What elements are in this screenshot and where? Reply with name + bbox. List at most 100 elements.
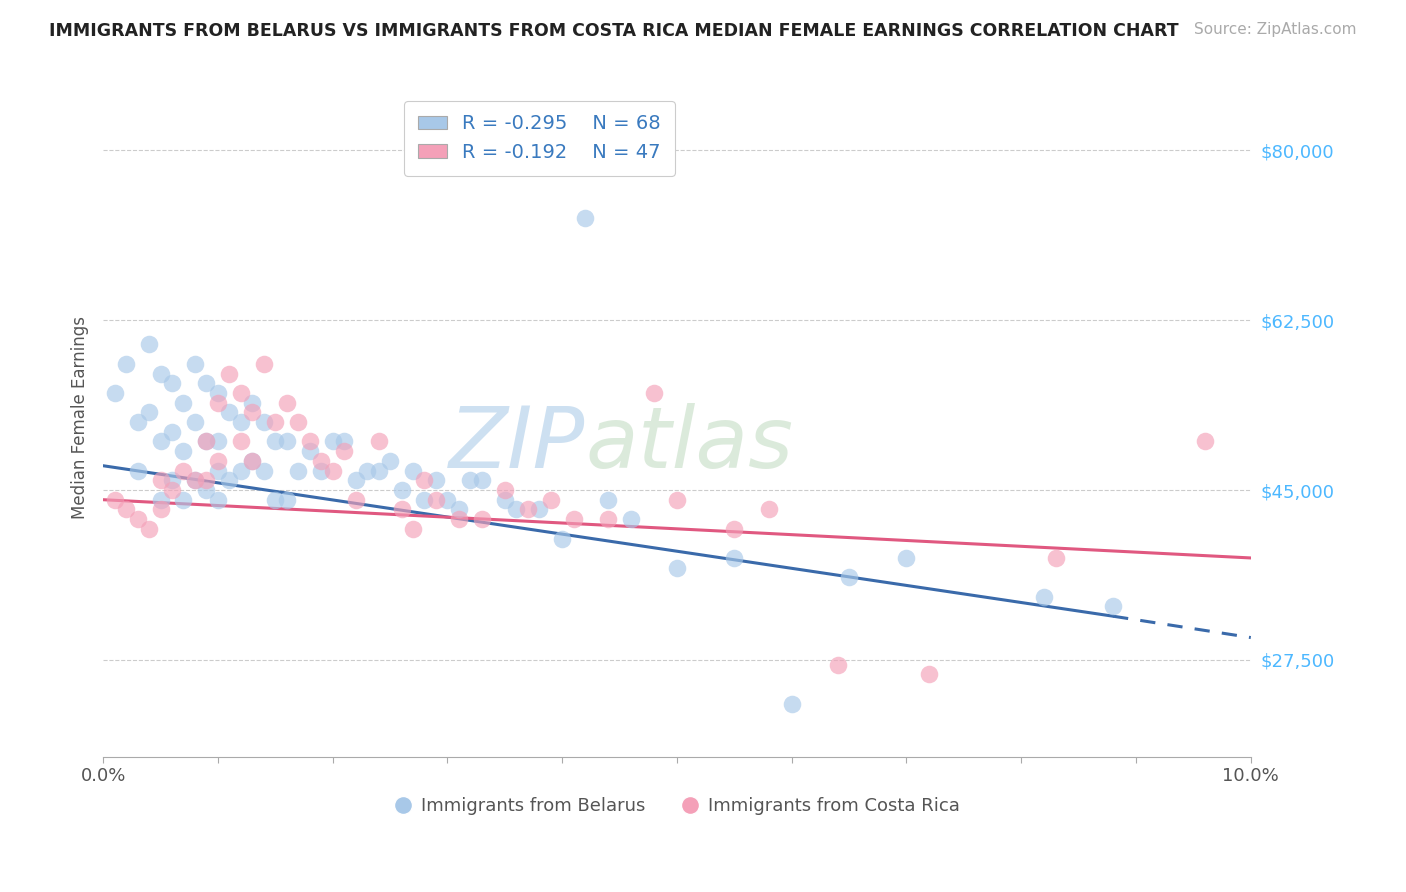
Point: [149, 434, 172, 449]
Point: [276, 492, 298, 507]
Point: [172, 464, 194, 478]
Point: [529, 502, 551, 516]
Point: [287, 464, 309, 478]
Point: [138, 337, 160, 351]
Point: [505, 502, 527, 516]
Point: [138, 405, 160, 419]
Point: [149, 367, 172, 381]
Point: [104, 386, 127, 401]
Point: [276, 434, 298, 449]
Point: [253, 357, 276, 371]
Point: [413, 473, 436, 487]
Y-axis label: Median Female Earnings: Median Female Earnings: [72, 316, 89, 518]
Point: [264, 434, 287, 449]
Point: [160, 483, 183, 497]
Point: [758, 502, 780, 516]
Point: [309, 454, 332, 468]
Point: [838, 570, 860, 584]
Point: [240, 454, 263, 468]
Point: [494, 492, 516, 507]
Point: [309, 464, 332, 478]
Point: [195, 434, 218, 449]
Point: [207, 464, 229, 478]
Point: [356, 464, 378, 478]
Point: [127, 464, 149, 478]
Point: [447, 512, 470, 526]
Text: Source: ZipAtlas.com: Source: ZipAtlas.com: [1194, 22, 1357, 37]
Point: [218, 473, 240, 487]
Legend: Immigrants from Belarus, Immigrants from Costa Rica: Immigrants from Belarus, Immigrants from…: [387, 790, 967, 822]
Point: [115, 502, 138, 516]
Point: [264, 492, 287, 507]
Point: [1045, 551, 1067, 566]
Point: [207, 492, 229, 507]
Point: [447, 502, 470, 516]
Point: [240, 454, 263, 468]
Point: [160, 473, 183, 487]
Point: [391, 483, 413, 497]
Point: [104, 492, 127, 507]
Point: [160, 425, 183, 439]
Point: [229, 386, 252, 401]
Point: [723, 522, 745, 536]
Point: [207, 454, 229, 468]
Point: [780, 697, 803, 711]
Point: [127, 415, 149, 429]
Point: [516, 502, 538, 516]
Point: [367, 464, 389, 478]
Point: [402, 522, 425, 536]
Point: [195, 483, 218, 497]
Point: [207, 386, 229, 401]
Point: [1194, 434, 1216, 449]
Point: [298, 434, 321, 449]
Point: [918, 667, 941, 681]
Point: [287, 415, 309, 429]
Point: [127, 512, 149, 526]
Point: [172, 444, 194, 458]
Point: [253, 415, 276, 429]
Point: [207, 395, 229, 409]
Point: [218, 405, 240, 419]
Point: [665, 560, 688, 574]
Point: [322, 464, 344, 478]
Point: [172, 492, 194, 507]
Point: [1033, 590, 1056, 604]
Point: [562, 512, 585, 526]
Point: [391, 502, 413, 516]
Point: [402, 464, 425, 478]
Text: atlas: atlas: [585, 403, 793, 486]
Point: [551, 532, 574, 546]
Point: [149, 473, 172, 487]
Point: [184, 473, 207, 487]
Point: [138, 522, 160, 536]
Point: [425, 492, 447, 507]
Point: [344, 473, 367, 487]
Point: [184, 357, 207, 371]
Point: [264, 415, 287, 429]
Point: [460, 473, 482, 487]
Point: [344, 492, 367, 507]
Point: [229, 434, 252, 449]
Point: [172, 395, 194, 409]
Point: [195, 473, 218, 487]
Point: [298, 444, 321, 458]
Point: [160, 376, 183, 391]
Point: [413, 492, 436, 507]
Point: [665, 492, 688, 507]
Point: [598, 512, 620, 526]
Point: [574, 211, 596, 226]
Point: [827, 657, 849, 672]
Point: [149, 492, 172, 507]
Point: [378, 454, 401, 468]
Text: IMMIGRANTS FROM BELARUS VS IMMIGRANTS FROM COSTA RICA MEDIAN FEMALE EARNINGS COR: IMMIGRANTS FROM BELARUS VS IMMIGRANTS FR…: [49, 22, 1178, 40]
Point: [229, 415, 252, 429]
Point: [229, 464, 252, 478]
Point: [322, 434, 344, 449]
Point: [207, 434, 229, 449]
Point: [333, 434, 356, 449]
Point: [333, 444, 356, 458]
Point: [620, 512, 643, 526]
Point: [643, 386, 665, 401]
Point: [195, 434, 218, 449]
Point: [240, 395, 263, 409]
